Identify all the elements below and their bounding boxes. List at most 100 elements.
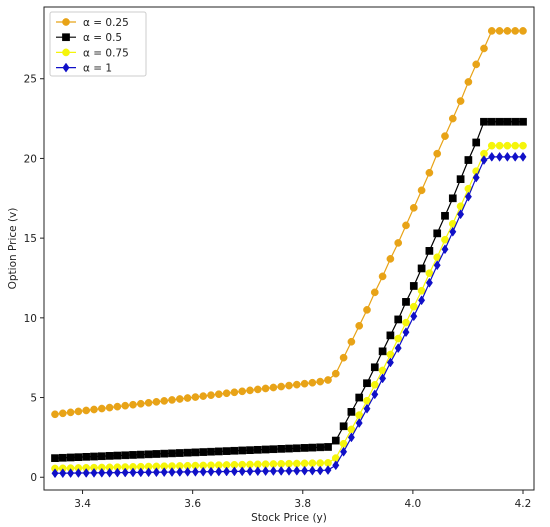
- data-point: [386, 255, 395, 263]
- data-point: [269, 383, 278, 392]
- data-point: [175, 449, 184, 457]
- data-point: [402, 298, 410, 306]
- data-point: [332, 460, 340, 471]
- x-tick-label: 4.2: [515, 498, 532, 510]
- data-point: [519, 151, 527, 162]
- data-point: [269, 445, 278, 454]
- data-point: [480, 117, 488, 126]
- data-point: [238, 446, 247, 455]
- data-point: [441, 211, 449, 220]
- data-point: [269, 466, 277, 476]
- data-point: [160, 467, 168, 478]
- data-point: [511, 151, 519, 162]
- data-point: [277, 466, 285, 476]
- data-point: [378, 347, 387, 356]
- data-point: [480, 155, 488, 165]
- data-point: [191, 466, 199, 477]
- data-point: [511, 117, 520, 126]
- data-point: [105, 403, 114, 412]
- legend-entry: α = 1: [83, 63, 112, 75]
- legend-box: [49, 11, 147, 77]
- data-point: [261, 445, 270, 454]
- y-tick-label: 20: [24, 153, 37, 165]
- data-point: [519, 27, 527, 35]
- data-point: [82, 468, 90, 478]
- data-point: [410, 311, 418, 322]
- data-point: [456, 175, 465, 184]
- data-point: [347, 408, 356, 416]
- data-point: [199, 466, 207, 477]
- data-point: [378, 272, 387, 281]
- x-tick-label: 3.6: [184, 498, 201, 510]
- data-point: [355, 418, 363, 428]
- data-point: [184, 466, 192, 477]
- data-point: [121, 401, 130, 410]
- data-point: [394, 343, 402, 354]
- data-point: [503, 117, 512, 126]
- data-point: [394, 239, 403, 247]
- data-point: [503, 141, 512, 150]
- data-point: [347, 432, 355, 443]
- data-point: [129, 400, 137, 409]
- data-point: [402, 221, 410, 230]
- x-tick-label: 3.4: [74, 498, 91, 510]
- data-point: [472, 138, 481, 147]
- data-point: [355, 321, 364, 330]
- data-point: [51, 454, 59, 462]
- data-point: [363, 379, 371, 388]
- data-point: [386, 357, 394, 368]
- data-point: [113, 467, 121, 478]
- data-point: [370, 380, 379, 389]
- data-point: [58, 409, 67, 418]
- legend-marker: [62, 62, 70, 73]
- x-tick-label: 3.8: [294, 498, 311, 510]
- data-point: [519, 117, 527, 126]
- data-point: [253, 385, 262, 394]
- data-point: [199, 392, 208, 400]
- data-point: [519, 141, 527, 150]
- data-point: [277, 382, 286, 391]
- data-point: [191, 448, 200, 457]
- data-point: [105, 452, 114, 460]
- data-point: [238, 466, 246, 477]
- data-point: [160, 397, 169, 405]
- data-point: [51, 410, 59, 419]
- data-point: [106, 467, 114, 478]
- data-point: [472, 60, 481, 69]
- data-point: [129, 451, 137, 459]
- data-point: [292, 444, 301, 453]
- y-tick-label: 0: [30, 472, 37, 484]
- data-point: [113, 451, 122, 460]
- legend-marker: [62, 48, 70, 57]
- data-point: [230, 446, 239, 455]
- data-point: [97, 404, 106, 413]
- data-point: [409, 302, 418, 311]
- data-point: [199, 448, 208, 456]
- data-point: [129, 467, 137, 478]
- data-point: [293, 465, 301, 476]
- data-point: [246, 386, 254, 395]
- data-point: [121, 467, 129, 478]
- data-point: [277, 445, 286, 453]
- data-point: [449, 226, 457, 237]
- data-point: [230, 466, 238, 477]
- data-point: [144, 398, 153, 407]
- data-point: [175, 395, 184, 403]
- data-point: [379, 373, 387, 384]
- data-point: [316, 465, 324, 476]
- data-point: [90, 467, 98, 478]
- data-point: [215, 466, 223, 477]
- data-point: [285, 465, 293, 476]
- data-point: [301, 465, 309, 476]
- y-tick-label: 15: [24, 233, 37, 245]
- data-point: [214, 390, 223, 399]
- data-point: [464, 156, 473, 164]
- data-point: [324, 376, 332, 384]
- legend-entry: α = 0.25: [83, 17, 129, 29]
- data-point: [253, 445, 262, 454]
- data-point: [433, 229, 442, 238]
- data-point: [503, 27, 512, 35]
- data-point: [74, 453, 83, 462]
- series-line: [55, 156, 523, 474]
- data-point: [90, 405, 98, 414]
